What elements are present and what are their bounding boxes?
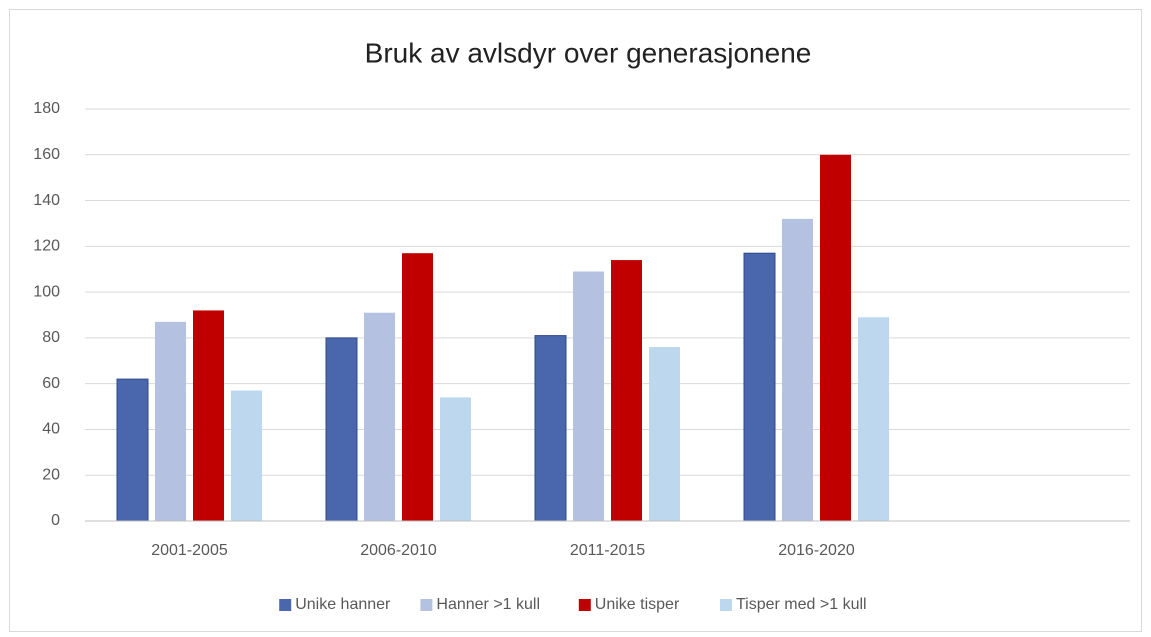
y-tick-label: 80 — [42, 329, 60, 346]
bar — [193, 310, 224, 521]
legend-label: Unike tisper — [595, 596, 680, 613]
y-tick-label: 160 — [33, 146, 60, 163]
bar — [611, 260, 642, 521]
bar — [231, 390, 262, 521]
y-tick-label: 180 — [33, 100, 60, 117]
legend-swatch — [578, 599, 591, 611]
x-tick-label: 2016-2020 — [778, 542, 855, 559]
x-tick-label: 2011-2015 — [570, 542, 645, 559]
legend-label: Unike hanner — [295, 596, 391, 613]
y-tick-label: 100 — [33, 283, 60, 300]
bar — [534, 335, 567, 522]
x-tick-label: 2006-2010 — [360, 542, 437, 559]
bar — [402, 253, 433, 521]
x-tick-label: 2001-2005 — [151, 542, 228, 559]
bar — [364, 312, 395, 521]
y-tick-label: 120 — [33, 238, 60, 255]
y-tick-label: 40 — [42, 421, 60, 438]
bar — [649, 347, 680, 521]
legend-swatch — [420, 599, 433, 611]
bar — [820, 154, 851, 521]
legend-swatch — [720, 599, 732, 611]
chart-title: Bruk av avlsdyr over generasjonene — [365, 37, 812, 68]
bar — [325, 337, 358, 522]
legend-label: Tisper med >1 kull — [736, 596, 867, 613]
bar — [155, 321, 186, 521]
bar — [116, 378, 149, 522]
y-tick-label: 20 — [42, 466, 60, 483]
bar — [440, 397, 471, 521]
bar — [743, 252, 776, 522]
bar — [858, 317, 889, 521]
y-tick-label: 0 — [51, 512, 60, 529]
y-tick-label: 60 — [42, 375, 60, 392]
bar — [782, 218, 813, 521]
y-tick-label: 140 — [33, 192, 60, 209]
legend-swatch — [279, 599, 292, 611]
legend-label: Hanner >1 kull — [436, 596, 540, 613]
bar — [573, 271, 604, 521]
